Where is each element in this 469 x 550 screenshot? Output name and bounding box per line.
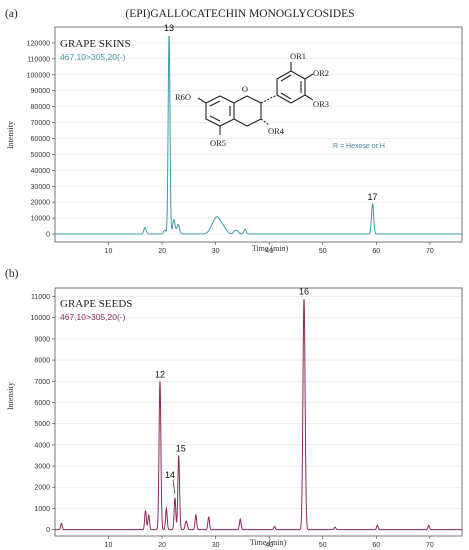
panel-a-trace <box>55 35 462 235</box>
ring-a-double-bond <box>209 115 221 122</box>
panel-b-y-axis: 0 1000 2000 3000 4000 5000 6000 7000 8000 9000 100… <box>31 294 55 534</box>
panel-b-y-tick-label: 4000 <box>34 442 50 449</box>
ring-b-double-bond <box>280 92 292 100</box>
substituent-or3: OR3 <box>313 99 329 109</box>
panel-b-y-tick-label: 0 <box>46 527 50 534</box>
panel-a-x-tick-label: 20 <box>158 248 166 255</box>
substituent-or1: OR1 <box>290 51 306 61</box>
panel-a-y-tick-label: 90000 <box>31 88 51 95</box>
panel-a-y-tick-label: 110000 <box>27 56 50 63</box>
panel-a-chart: (a) 0 10000 20000 30000 40000 50000 60000 70000… <box>5 8 463 255</box>
panel-b-ylabel: Intensity <box>6 382 15 410</box>
panel-a-y-tick-label: 10000 <box>31 216 51 223</box>
panel-b-xlabel: Time (min) <box>250 538 287 547</box>
panel-b-annotations: 12 14 15 16 <box>155 287 309 494</box>
peak-pointer-line <box>172 479 176 494</box>
structure-labels: O OR1 OR2 OR3 R6O OR4 OR5 <box>175 51 329 148</box>
peak-label-17: 17 <box>368 192 378 202</box>
panel-a-y-tick-label: 70000 <box>31 120 51 127</box>
panel-b-x-axis: 10 20 30 40 50 60 70 <box>105 536 434 549</box>
peak-label-15: 15 <box>176 443 186 453</box>
panel-a-ylabel: Intensity <box>6 121 15 149</box>
peak-label-13: 13 <box>164 23 174 33</box>
peak-label-12: 12 <box>155 369 165 379</box>
panel-b-y-tick-label: 7000 <box>34 379 50 386</box>
panel-a-xlabel: Time (min) <box>252 244 289 253</box>
panel-a-y-tick-label: 100000 <box>27 72 50 79</box>
panel-b-x-tick-label: 40 <box>265 542 273 549</box>
ring-b-double-bond <box>280 74 292 82</box>
panel-b-y-tick-label: 8000 <box>34 358 50 365</box>
panel-b-y-tick-label: 6000 <box>34 400 50 407</box>
r2-bond <box>304 73 314 80</box>
substituent-or4: OR4 <box>268 126 285 136</box>
panel-b-y-tick-label: 3000 <box>34 464 50 471</box>
panel-b-chart: (b) 0 1000 2000 3000 4000 5000 6000 7000 8000 900… <box>5 268 463 549</box>
panel-b-label: (b) <box>5 268 19 280</box>
panel-b-title: GRAPE SEEDS <box>60 298 132 310</box>
panel-a-x-tick-label: 30 <box>212 248 220 255</box>
r3-bond <box>304 94 314 101</box>
ring-c <box>233 95 262 127</box>
panel-b-y-tick-label: 10000 <box>31 315 51 322</box>
panel-a-frame <box>54 26 463 243</box>
panel-a-y-tick-label: 80000 <box>31 104 51 111</box>
panel-a-x-axis: 10 20 30 40 50 60 70 <box>105 242 434 255</box>
panel-b-y-tick-label: 2000 <box>34 485 50 492</box>
panel-a-y-tick-label: 50000 <box>31 152 51 159</box>
panel-a-y-tick-label: 0 <box>46 232 50 239</box>
panel-b-trace <box>55 299 462 531</box>
panel-b-x-tick-label: 70 <box>426 542 434 549</box>
panel-b-grid <box>55 296 462 530</box>
substituent-r6o: R6O <box>175 92 191 102</box>
panel-a-y-axis: 0 10000 20000 30000 40000 50000 60000 70000 8000… <box>27 40 55 239</box>
r4-bond <box>260 118 270 126</box>
c2-bond <box>260 94 278 104</box>
panel-a-y-tick-label: 40000 <box>31 168 51 175</box>
chemical-structure <box>197 62 314 135</box>
panel-b-frame <box>54 287 463 537</box>
panel-a-grid <box>55 42 462 235</box>
substituent-or5: OR5 <box>210 138 226 148</box>
panel-a-annotations: 13 17 <box>164 23 378 202</box>
panel-a-x-tick-label: 50 <box>319 248 327 255</box>
r6-bond <box>197 97 207 104</box>
panel-b-x-tick-label: 20 <box>158 542 166 549</box>
ring-oxygen-label: O <box>242 84 248 94</box>
panel-b-y-tick-label: 11000 <box>31 294 50 301</box>
panel-a-title: GRAPE SKINS <box>60 38 131 50</box>
panel-b-y-tick-label: 5000 <box>34 421 50 428</box>
panel-b-y-tick-label: 1000 <box>34 506 50 513</box>
figure-title: (EPI)GALLOCATECHIN MONOGLYCOSIDES <box>125 8 354 20</box>
panel-b-subtitle: 467,10>305,20(-) <box>60 312 126 322</box>
ring-a-double-bond <box>209 100 221 107</box>
structure-note: R = Hexose or H <box>333 143 385 150</box>
panel-b-x-tick-label: 30 <box>212 542 220 549</box>
panel-b-x-tick-label: 10 <box>105 542 113 549</box>
panel-b-x-tick-label: 60 <box>372 542 380 549</box>
peak-label-16: 16 <box>299 287 309 297</box>
panel-a-x-tick-label: 10 <box>105 248 113 255</box>
panel-a-y-tick-label: 120000 <box>27 40 50 47</box>
panel-a-y-tick-label: 60000 <box>31 136 51 143</box>
panel-b-x-tick-label: 50 <box>319 542 327 549</box>
panel-a-x-tick-label: 70 <box>426 248 434 255</box>
panel-a-x-tick-label: 60 <box>372 248 380 255</box>
panel-a-y-tick-label: 30000 <box>31 184 51 191</box>
panel-b-y-tick-label: 9000 <box>34 336 50 343</box>
panel-a-x-tick-label: 40 <box>265 248 273 255</box>
panel-a-subtitle: 467,10>305,20(-) <box>60 52 126 62</box>
substituent-or2: OR2 <box>313 68 329 78</box>
panel-a-label: (a) <box>5 8 18 20</box>
panel-a-y-tick-label: 20000 <box>31 200 51 207</box>
peak-label-14: 14 <box>165 470 175 480</box>
